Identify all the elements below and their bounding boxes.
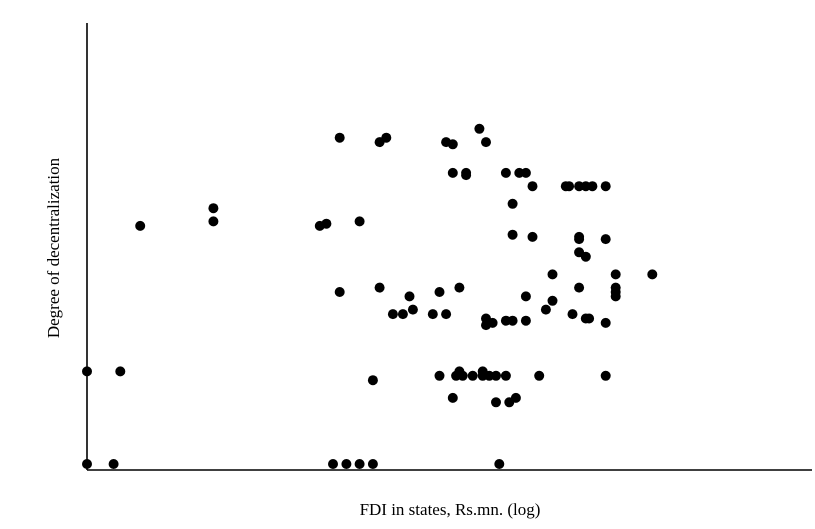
data-point xyxy=(600,317,611,328)
data-point xyxy=(441,309,452,320)
data-point xyxy=(461,170,472,181)
data-point xyxy=(547,295,558,306)
data-point xyxy=(547,269,558,280)
data-point xyxy=(447,167,458,178)
data-point xyxy=(354,459,365,469)
data-point xyxy=(387,309,398,320)
data-point xyxy=(447,392,458,403)
data-point xyxy=(367,375,378,386)
data-point xyxy=(82,366,92,377)
data-point xyxy=(434,287,445,297)
data-point xyxy=(491,397,501,408)
y-axis-label: Degree of decentralization xyxy=(44,157,63,338)
data-point xyxy=(481,137,491,148)
data-point xyxy=(82,459,92,469)
data-point xyxy=(397,309,408,320)
data-point xyxy=(341,459,352,469)
data-point xyxy=(507,315,518,326)
data-point xyxy=(447,139,458,150)
data-point xyxy=(404,291,415,302)
data-point xyxy=(108,459,119,469)
data-point xyxy=(500,370,511,381)
data-point xyxy=(520,315,531,326)
data-point xyxy=(457,370,468,381)
data-point xyxy=(208,216,219,227)
data-point xyxy=(520,291,531,302)
data-point xyxy=(600,234,611,245)
data-point xyxy=(454,282,465,293)
data-point xyxy=(610,291,621,302)
data-point xyxy=(600,370,611,381)
data-point xyxy=(381,132,392,143)
data-point xyxy=(427,309,438,320)
data-point xyxy=(467,370,478,381)
points-layer xyxy=(82,123,658,469)
data-point xyxy=(574,234,585,245)
data-point xyxy=(574,282,585,293)
x-axis-label: FDI in states, Rs.mn. (log) xyxy=(360,500,541,519)
data-point xyxy=(374,282,385,293)
data-point xyxy=(328,459,338,469)
data-point xyxy=(564,181,575,192)
data-point xyxy=(334,287,345,297)
data-point xyxy=(610,269,621,280)
data-point xyxy=(587,181,598,192)
data-point xyxy=(567,309,578,320)
data-point xyxy=(647,269,658,280)
data-point xyxy=(434,370,445,381)
data-point xyxy=(115,366,126,377)
data-point xyxy=(367,459,378,469)
data-point xyxy=(507,229,518,240)
data-point xyxy=(510,392,521,403)
data-point xyxy=(135,220,146,231)
data-point xyxy=(334,132,345,143)
data-point xyxy=(527,231,538,242)
data-point xyxy=(600,181,611,192)
data-point xyxy=(354,216,365,227)
data-point xyxy=(500,167,511,178)
data-point xyxy=(321,218,332,229)
data-point xyxy=(407,304,418,315)
data-point xyxy=(474,123,485,134)
data-point xyxy=(584,313,595,324)
data-point xyxy=(580,251,591,262)
data-point xyxy=(534,370,545,381)
data-point xyxy=(527,181,538,192)
data-point xyxy=(494,459,505,469)
data-point xyxy=(491,370,501,381)
data-point xyxy=(208,203,219,214)
data-point xyxy=(520,167,531,178)
data-point xyxy=(540,304,551,315)
data-point xyxy=(487,317,498,328)
data-point xyxy=(507,198,518,209)
